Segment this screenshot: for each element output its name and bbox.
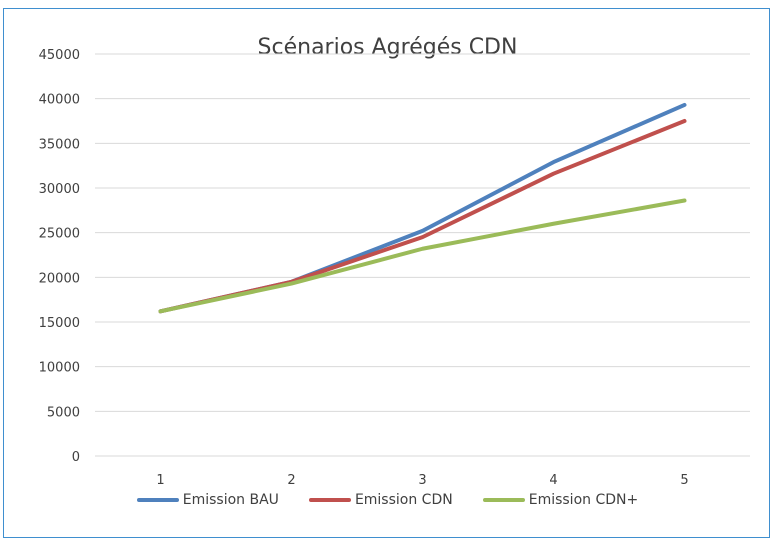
legend-item-cdn: Emission CDN (308, 492, 453, 508)
y-tick-label-3: 15000 (39, 316, 80, 331)
x-tick-label-0: 1 (156, 473, 164, 488)
legend-label-cdn: Emission CDN (354, 492, 453, 508)
y-tick-label-0: 0 (72, 450, 80, 465)
y-tick-label-2: 10000 (39, 361, 80, 376)
y-tick-label-6: 30000 (39, 182, 80, 197)
x-tick-label-1: 2 (287, 473, 295, 488)
chart-frame: Scénarios Agrégés CDN (3, 8, 770, 538)
legend-item-cdn-plus: Emission CDN+ (482, 492, 639, 508)
x-tick-label-2: 3 (418, 473, 426, 488)
x-tick-label-4: 5 (680, 473, 688, 488)
legend-swatch-bau (136, 498, 179, 502)
x-tick-label-3: 4 (549, 473, 557, 488)
y-tick-label-4: 20000 (39, 271, 80, 286)
legend-item-bau: Emission BAU (136, 492, 279, 508)
legend-swatch-cdn-plus (482, 498, 525, 502)
y-tick-label-5: 25000 (39, 227, 80, 242)
chart-title: Scénarios Agrégés CDN (257, 35, 518, 60)
y-tick-label-7: 35000 (39, 137, 80, 152)
series-line-0 (158, 102, 687, 314)
chart-legend: Emission BAU Emission CDN Emission CDN+ (0, 492, 775, 508)
legend-label-bau: Emission BAU (182, 492, 279, 508)
legend-label-cdn-plus: Emission CDN+ (528, 492, 639, 508)
y-tick-label-9: 45000 (39, 48, 80, 63)
y-tick-label-1: 5000 (47, 405, 80, 420)
series-line-2 (158, 198, 687, 314)
y-tick-label-8: 40000 (39, 93, 80, 108)
legend-swatch-cdn (308, 498, 351, 502)
